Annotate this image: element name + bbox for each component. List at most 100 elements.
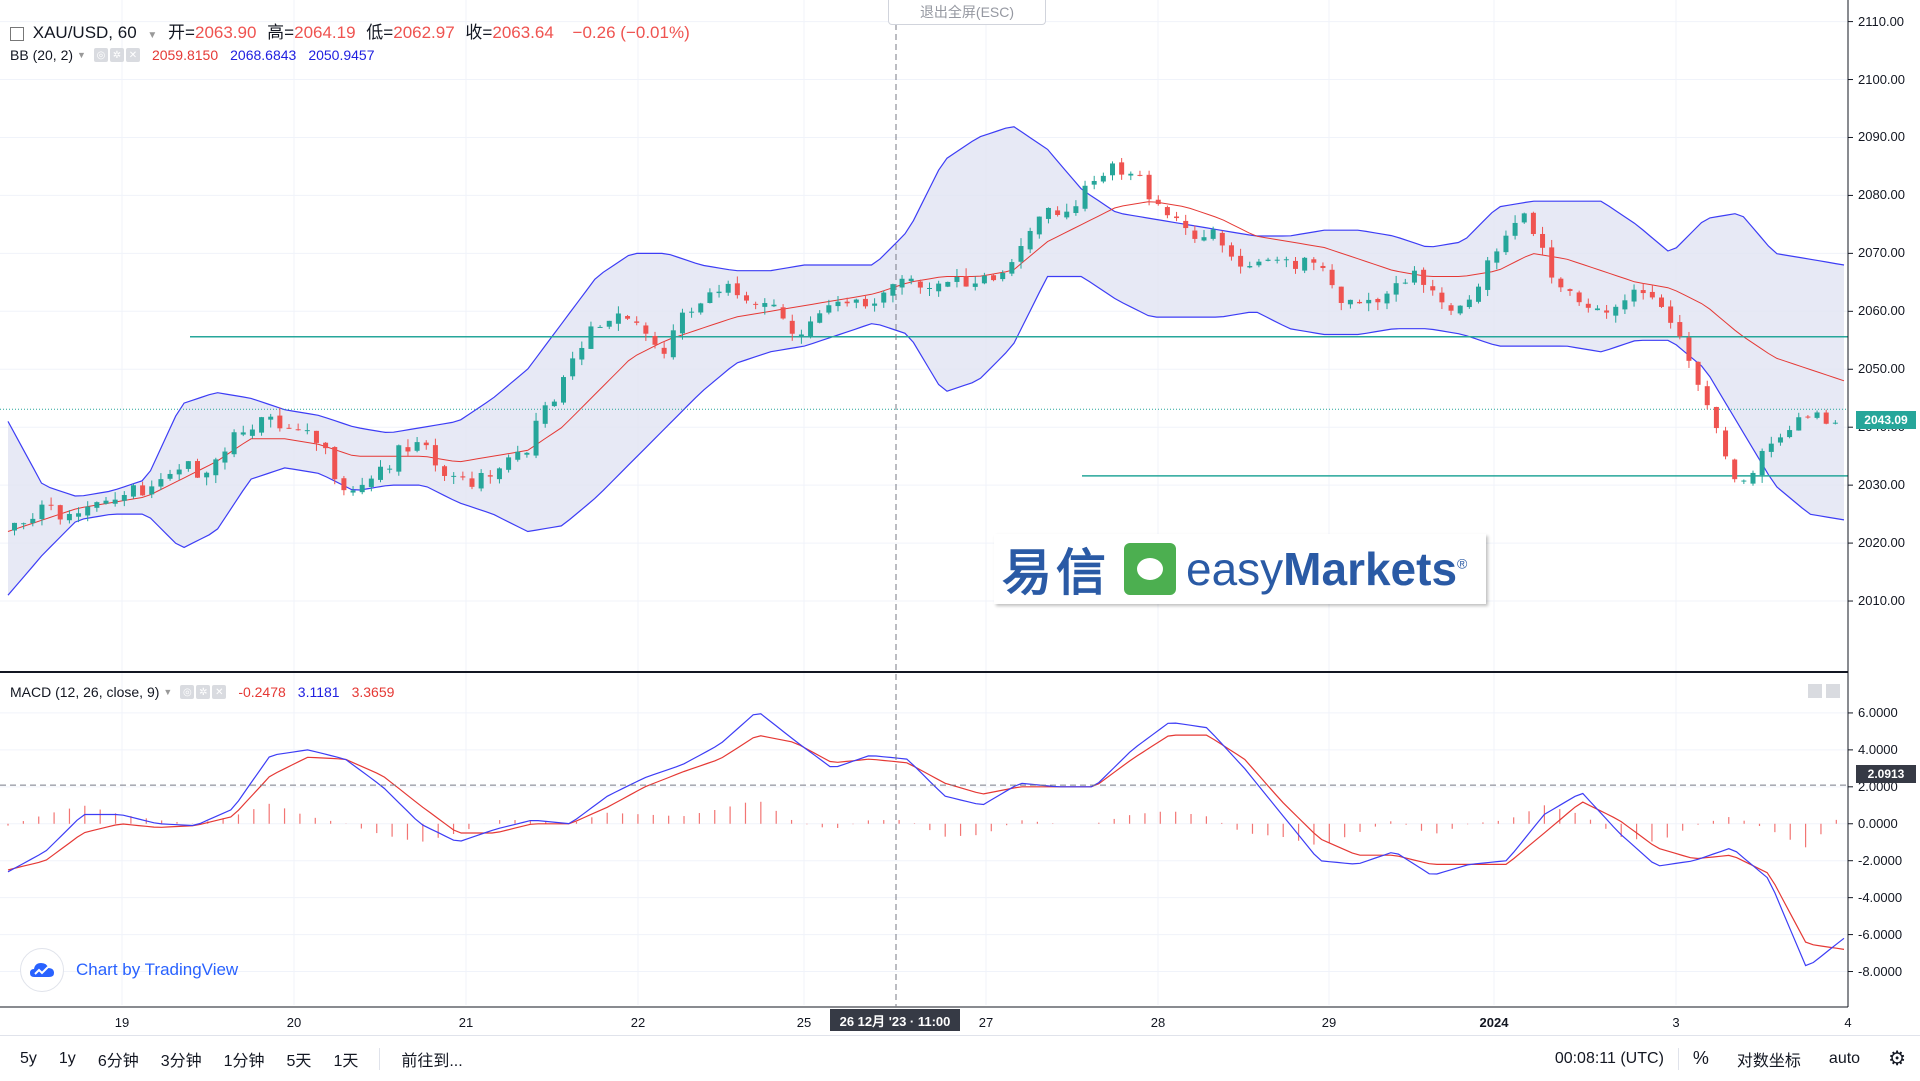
close-icon[interactable]: ✕ — [125, 48, 140, 62]
candle-body — [1238, 255, 1244, 267]
candle-body — [744, 295, 749, 301]
candle-body — [1750, 472, 1756, 484]
candle-body — [789, 320, 795, 334]
range-1m[interactable]: 1分钟 — [223, 1052, 265, 1070]
tradingview-badge[interactable]: Chart by TradingView — [20, 948, 238, 992]
candle-body — [451, 475, 457, 477]
candle-body — [945, 281, 951, 287]
chevron-down-icon[interactable]: ▼ — [77, 50, 86, 60]
candle-body — [661, 347, 667, 354]
candle-body — [771, 304, 777, 307]
range-1y[interactable]: 1y — [58, 1049, 76, 1067]
macd-signal-value: 3.3659 — [351, 684, 395, 700]
horizontal-lines[interactable] — [0, 336, 1848, 477]
candle-body — [1119, 162, 1125, 175]
candle-body — [844, 301, 850, 304]
candle-body — [762, 303, 768, 307]
candle-body — [1329, 269, 1335, 286]
macd-label[interactable]: MACD (12, 26, close, 9) — [10, 684, 160, 700]
candle-body — [890, 284, 896, 296]
candle-body — [387, 468, 393, 470]
candle-body — [1787, 430, 1793, 438]
collapse-icon[interactable] — [10, 26, 24, 41]
candle-body — [1274, 259, 1280, 261]
candle-body — [423, 442, 429, 446]
tradingview-link[interactable]: Chart by TradingView — [76, 960, 239, 979]
candle-body — [268, 416, 274, 420]
time-axis-label: 4 — [1844, 1015, 1852, 1030]
settings-icon[interactable]: ✲ — [109, 48, 124, 62]
range-5d[interactable]: 5天 — [286, 1052, 312, 1070]
visibility-icon[interactable]: ◎ — [93, 48, 108, 62]
toolbar-divider — [1677, 1047, 1679, 1070]
candle-body — [936, 283, 942, 292]
candle-body — [862, 298, 868, 307]
candle-body — [76, 513, 82, 517]
candle-body — [753, 303, 759, 305]
bottom-toolbar: 5y 1y 6分钟 3分钟 1分钟 5天 1天 前往到... 00:08:11 … — [0, 1035, 1920, 1081]
candle-body — [1411, 270, 1417, 283]
candle-body — [1110, 163, 1115, 176]
macd-axis-label: -8.0000 — [1858, 963, 1903, 979]
candle-body — [1814, 412, 1820, 418]
candle-body — [1613, 306, 1619, 316]
candle-body — [1430, 286, 1436, 291]
candle-body — [670, 330, 676, 358]
chevron-down-icon[interactable]: ▼ — [163, 687, 173, 697]
candle-body — [231, 432, 237, 455]
candle-body — [130, 485, 136, 497]
candle-body — [835, 301, 841, 307]
bollinger-bands — [7, 126, 1845, 596]
easymarkets-watermark: 易信 easyMarkets® — [994, 534, 1486, 604]
candle-body — [954, 277, 960, 282]
candle-body — [1357, 301, 1363, 304]
macd-crosshair-tag: 2.0913 — [1856, 765, 1916, 783]
range-1d[interactable]: 1天 — [333, 1052, 359, 1070]
chevron-down-icon[interactable]: ▼ — [147, 30, 158, 41]
candle-body — [323, 442, 329, 449]
candle-body — [1457, 305, 1463, 314]
candle-body — [1027, 230, 1033, 250]
candle-body — [487, 475, 493, 477]
candle-body — [597, 326, 603, 328]
candle-body — [1576, 292, 1582, 303]
tradingview-cloud-icon — [20, 948, 64, 992]
gear-icon[interactable]: ⚙ — [1888, 1048, 1906, 1070]
range-6m[interactable]: 6分钟 — [97, 1052, 139, 1070]
candle-body — [12, 522, 17, 531]
settings-icon[interactable]: ✲ — [196, 685, 211, 699]
price-axis-label: 2100.00 — [1858, 71, 1905, 87]
time-axis-label: 22 — [630, 1015, 646, 1030]
candle-body — [1045, 207, 1051, 219]
candle-body — [313, 430, 319, 443]
candle-body — [1055, 210, 1061, 215]
candle-body — [679, 312, 685, 334]
open-value: 2063.90 — [194, 23, 257, 42]
goto-date-button[interactable]: 前往到... — [401, 1052, 463, 1070]
candle-body — [780, 307, 786, 319]
price-axis-label: 2020.00 — [1858, 535, 1905, 551]
bb-label[interactable]: BB (20, 2) — [10, 47, 74, 63]
candle-body — [798, 334, 804, 337]
candle-body — [1164, 207, 1170, 216]
close-icon[interactable]: ✕ — [212, 685, 227, 699]
upper-band-line — [7, 126, 1845, 497]
bb-upper-value: 2068.6843 — [230, 47, 297, 63]
range-3m[interactable]: 3分钟 — [160, 1052, 202, 1070]
candle-body — [1677, 322, 1683, 337]
candle-body — [972, 283, 978, 287]
pane-up-button — [1808, 684, 1822, 698]
visibility-icon[interactable]: ◎ — [180, 685, 195, 699]
log-scale-toggle[interactable]: 对数坐标 — [1736, 1052, 1801, 1070]
utc-clock[interactable]: 00:08:11 (UTC) — [1554, 1049, 1664, 1067]
auto-scale-toggle[interactable]: auto — [1828, 1049, 1861, 1067]
percent-toggle[interactable]: % — [1692, 1048, 1709, 1068]
time-axis-label: 25 — [796, 1015, 812, 1030]
range-5y[interactable]: 5y — [20, 1049, 37, 1067]
exit-fullscreen-button[interactable]: 退出全屏(ESC) — [888, 0, 1046, 25]
candle-body — [30, 518, 36, 524]
candle-body — [1256, 261, 1262, 266]
symbol-title[interactable]: XAU/USD, 60 — [32, 23, 137, 42]
candle-body — [1228, 245, 1234, 257]
